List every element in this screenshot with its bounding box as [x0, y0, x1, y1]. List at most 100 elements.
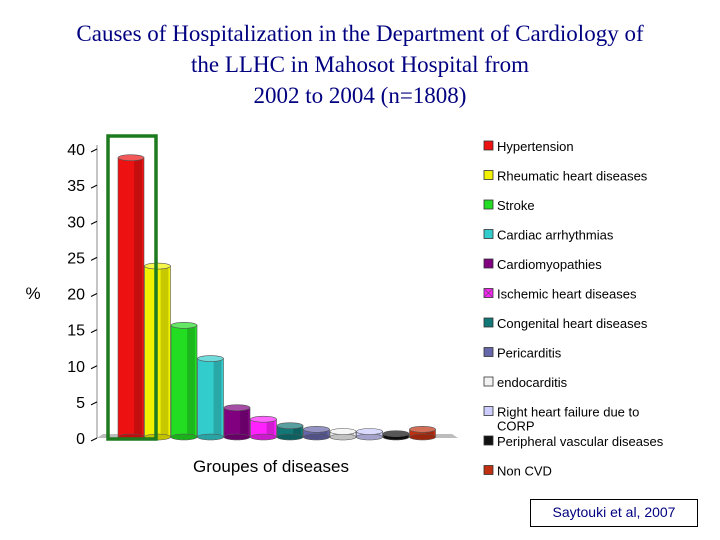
legend-item-5: Cardiomyopathies: [483, 257, 602, 272]
legend-item-3: Stroke: [483, 198, 535, 213]
legend: Hypertension Rheumatic heart diseases Stro…: [483, 139, 664, 479]
highlight-box: [106, 134, 158, 441]
bar-12: [409, 426, 436, 441]
y-tick-mark: [90, 329, 98, 334]
y-tick-label: 5: [76, 395, 85, 412]
bar-top: [303, 426, 330, 433]
y-tick-label: 40: [67, 142, 85, 159]
bar-base: [197, 433, 224, 441]
legend-label: Non CVD: [497, 464, 552, 479]
bar-top: [197, 355, 224, 362]
legend-item-4: Cardiac arrhythmias: [483, 228, 614, 243]
y-tick-mark: [90, 256, 98, 261]
bar-6: [250, 415, 277, 441]
bar-base: [170, 433, 198, 441]
bar-top: [409, 426, 436, 433]
legend-swatch: [483, 435, 494, 446]
y-tick-label: 35: [67, 178, 85, 195]
legend-label: Peripheral vascular diseases: [497, 434, 664, 449]
bar-base: [250, 433, 277, 441]
legend-label: endocarditis: [497, 375, 568, 390]
legend-swatch: [483, 376, 494, 387]
y-tick-label: 0: [76, 431, 85, 448]
bar-5: [223, 404, 251, 441]
bar-top: [117, 154, 145, 161]
bar-top: [382, 430, 410, 437]
y-tick-label: 20: [67, 287, 85, 304]
bar-shade: [134, 157, 142, 438]
bar-8: [303, 426, 330, 441]
y-tick-mark: [90, 437, 98, 442]
legend-label: Ischemic heart diseases: [497, 287, 637, 302]
legend-label: Rheumatic heart diseases: [497, 169, 648, 184]
y-tick-mark: [90, 184, 98, 189]
bar-shade: [160, 266, 169, 437]
y-tick-mark: [90, 401, 98, 406]
legend-label: CORP: [497, 419, 535, 434]
legend-label: Cardiac arrhythmias: [497, 228, 614, 243]
bar-base: [329, 433, 357, 441]
legend-label: Right heart failure due to: [497, 405, 639, 420]
bar-top: [223, 404, 251, 411]
y-tick-mark: [90, 293, 98, 297]
bar-shade: [319, 429, 328, 437]
legend-swatch: [483, 406, 494, 416]
slide-title: Causes of Hospitalization in the Departm…: [20, 18, 700, 111]
legend-label: Hypertension: [497, 139, 574, 154]
legend-label: Cardiomyopathies: [497, 257, 602, 272]
legend-item-12: Non CVD: [483, 464, 552, 479]
bar-3: [170, 321, 198, 441]
bar-top: [329, 428, 357, 435]
y-tick-mark: [90, 148, 98, 153]
legend-swatch: [483, 140, 494, 151]
legend-swatch: [483, 199, 494, 210]
y-tick-label: 30: [67, 214, 85, 231]
bar-base: [223, 433, 251, 441]
legend-item-8: Pericarditis: [483, 346, 562, 361]
y-tick-label: 10: [67, 359, 85, 376]
legend-item-11: Peripheral vascular diseases: [483, 434, 664, 449]
legend-swatch: [483, 170, 494, 180]
bar-10: [356, 428, 383, 441]
legend-swatch: [483, 465, 494, 475]
bar-base: [409, 433, 436, 441]
bar-shade: [293, 425, 301, 437]
bar-1: [117, 154, 145, 441]
bar-base: [356, 433, 383, 441]
bar-9: [329, 428, 357, 441]
y-axis: 0 5 10 15 20 25 30 35 40: [67, 142, 98, 448]
bar-top: [170, 321, 198, 329]
bar-top: [250, 415, 277, 423]
bar-11: [382, 430, 410, 441]
bar-base: [303, 433, 330, 441]
legend-swatch: [483, 317, 494, 328]
y-axis-title: %: [25, 284, 40, 303]
title-line-1: Causes of Hospitalization in the Departm…: [76, 21, 644, 46]
legend-item-1: Hypertension: [483, 139, 574, 154]
legend-swatch: [483, 347, 494, 357]
bar-base: [276, 433, 304, 441]
y-tick-mark: [90, 365, 98, 370]
legend-label: Congenital heart diseases: [497, 316, 648, 331]
legend-swatch: [483, 258, 494, 269]
bar-top: [276, 422, 304, 430]
legend-item-7: Congenital heart diseases: [483, 316, 648, 331]
title-line-3: 2002 to 2004 (n=1808): [253, 83, 467, 108]
y-tick-label: 25: [67, 250, 85, 267]
legend-item-2: Rheumatic heart diseases: [483, 169, 648, 184]
y-tick-label: 15: [67, 323, 85, 340]
bar-7: [276, 422, 304, 441]
bar-shade: [240, 407, 248, 437]
bar-top: [356, 428, 383, 435]
legend-item-6: Ischemic heart diseases: [483, 287, 637, 302]
bar-shade: [187, 325, 195, 437]
bar-shade: [213, 358, 222, 437]
bar-shade: [425, 429, 434, 437]
legend-label: Stroke: [497, 198, 535, 213]
bar-shade: [266, 419, 275, 437]
bars: [117, 154, 436, 441]
legend-item-9: endocarditis: [483, 375, 568, 390]
title-line-2: the LLHC in Mahosot Hospital from: [191, 52, 529, 77]
